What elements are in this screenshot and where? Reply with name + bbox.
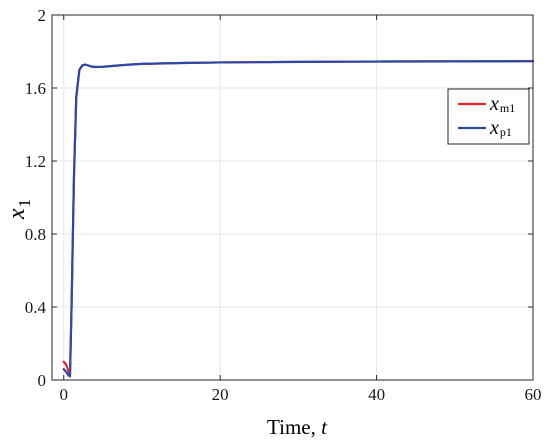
x-tick-label: 0	[59, 385, 68, 404]
y-tick-label: 0.4	[25, 298, 47, 317]
y-tick-label: 0	[38, 371, 47, 390]
series-lines	[62, 60, 535, 378]
y-tick-label: 0.8	[25, 225, 46, 244]
grid-lines	[52, 14, 534, 381]
series-line-xp1	[62, 60, 535, 378]
y-tick-label: 2	[38, 6, 47, 25]
axis-ticks: 0 20 40 60 0 0.4 0.8 1.2 1.6 2	[25, 6, 542, 404]
y-axis-label: x1	[4, 199, 34, 220]
x-axis-label: Time, t	[267, 415, 328, 439]
legend-label-xm1: xm1	[489, 93, 515, 115]
legend-label-xp1: xp1	[489, 117, 512, 139]
legend: xm1 xp1	[447, 88, 530, 145]
y-tick-label: 1.6	[25, 79, 46, 98]
legend-box	[447, 88, 530, 145]
x-tick-label: 60	[525, 385, 542, 404]
plot-frame	[51, 14, 534, 381]
x-tick-label: 20	[212, 385, 229, 404]
y-tick-label: 1.2	[25, 152, 46, 171]
x-tick-label: 40	[368, 385, 385, 404]
